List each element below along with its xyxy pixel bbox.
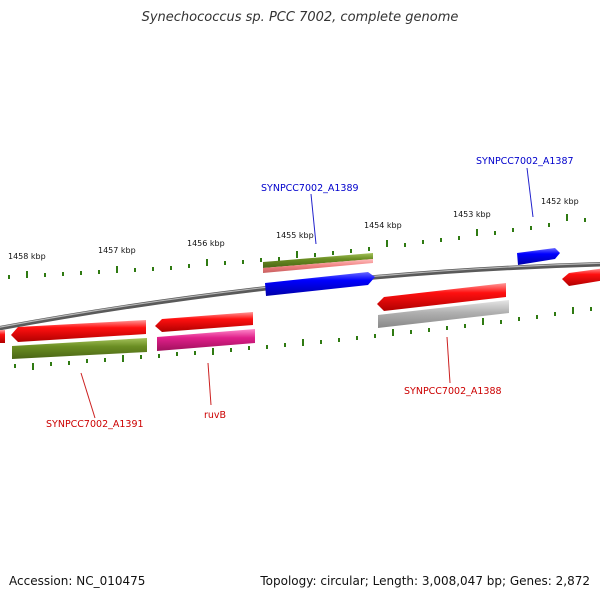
gene-label-a1388[interactable]: SYNPCC7002_A1388 <box>404 386 502 397</box>
kbp-label: 1452 kbp <box>541 197 579 206</box>
kbp-label: 1458 kbp <box>8 252 46 261</box>
kbp-label: 1456 kbp <box>187 239 225 248</box>
kbp-label: 1455 kbp <box>276 231 314 240</box>
gene-label-a1387[interactable]: SYNPCC7002_A1387 <box>476 156 574 167</box>
gene-feature[interactable] <box>562 268 600 286</box>
kbp-label: 1454 kbp <box>364 221 402 230</box>
gene-feature[interactable] <box>12 338 147 359</box>
gene-feature[interactable] <box>157 329 255 351</box>
gene-label-ruvb[interactable]: ruvB <box>204 410 226 421</box>
gene-feature[interactable] <box>517 248 560 265</box>
accession-text: Accession: NC_010475 <box>9 574 145 588</box>
kbp-label: 1457 kbp <box>98 246 136 255</box>
gene-label-a1389[interactable]: SYNPCC7002_A1389 <box>261 183 359 194</box>
gene-feature[interactable] <box>265 272 375 296</box>
kbp-labels: 1458 kbp 1457 kbp 1456 kbp 1455 kbp 1454… <box>8 197 579 261</box>
gene-feature[interactable] <box>0 330 5 343</box>
genome-summary-text: Topology: circular; Length: 3,008,047 bp… <box>260 574 590 588</box>
genome-backbone <box>0 263 600 330</box>
gene-label-a1391[interactable]: SYNPCC7002_A1391 <box>46 419 144 430</box>
gene-feature[interactable] <box>155 312 253 332</box>
lower-tick-track <box>14 307 592 370</box>
kbp-label: 1453 kbp <box>453 210 491 219</box>
